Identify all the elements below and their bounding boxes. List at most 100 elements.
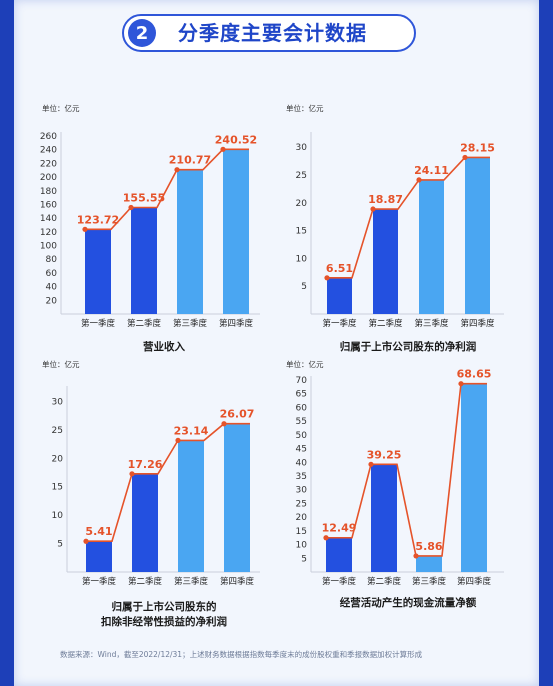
x-category-label: 第二季度 [127, 318, 162, 329]
y-tick-label: 40 [46, 283, 58, 293]
trend-point-3 [175, 437, 181, 443]
y-tick-label: 15 [52, 483, 63, 493]
trend-point-4 [221, 421, 227, 427]
bar-4 [223, 149, 249, 314]
x-category-label: 第四季度 [220, 576, 255, 587]
y-tick-label: 15 [296, 527, 307, 537]
data-label-3: 210.77 [169, 154, 211, 167]
bar-2 [131, 207, 157, 314]
data-label-1: 6.51 [326, 262, 353, 275]
y-tick-label: 50 [296, 431, 308, 441]
unit-label: 单位：亿元 [286, 103, 324, 113]
trend-line [327, 156, 490, 279]
x-category-label: 第三季度 [414, 318, 449, 329]
y-tick-label: 240 [40, 146, 57, 156]
trend-point-2 [129, 471, 135, 477]
y-tick-label: 60 [296, 403, 308, 413]
bar-4 [461, 383, 487, 572]
data-label-4: 28.15 [460, 141, 495, 154]
bar-2 [373, 209, 398, 314]
trend-point-1 [323, 535, 329, 541]
bar-1 [85, 229, 111, 314]
unit-label: 单位：亿元 [42, 103, 80, 113]
y-tick-label: 20 [296, 199, 308, 209]
trend-line [86, 422, 250, 543]
x-category-label: 第四季度 [457, 576, 492, 587]
data-label-4: 26.07 [220, 408, 255, 421]
data-label-2: 39.25 [367, 448, 402, 461]
y-tick-label: 55 [296, 417, 307, 427]
y-tick-label: 30 [52, 397, 64, 407]
trend-point-3 [174, 167, 180, 173]
data-label-2: 18.87 [368, 193, 403, 206]
chart-title: 归属于上市公司股东的 [112, 600, 217, 613]
y-tick-label: 25 [296, 171, 307, 181]
chart-title: 营业收入 [143, 340, 185, 353]
x-category-label: 第二季度 [368, 318, 403, 329]
x-category-label: 第一季度 [322, 318, 357, 329]
data-label-2: 155.55 [123, 192, 165, 205]
y-tick-label: 10 [52, 511, 64, 521]
y-tick-label: 260 [40, 132, 57, 142]
y-tick-label: 120 [40, 228, 57, 238]
y-tick-label: 10 [296, 254, 308, 264]
bar-1 [326, 537, 352, 572]
y-tick-label: 20 [52, 454, 64, 464]
trend-point-4 [462, 154, 468, 161]
y-tick-label: 140 [40, 214, 57, 224]
chart-net-profit: 单位：亿元510152025306.5118.8724.1128.15第一季度第… [286, 103, 504, 353]
bar-3 [416, 555, 442, 572]
y-tick-label: 220 [40, 159, 57, 169]
bar-2 [371, 464, 397, 572]
x-category-label: 第三季度 [173, 318, 208, 329]
data-label-3: 23.14 [174, 424, 209, 437]
y-tick-label: 40 [296, 458, 308, 468]
x-category-label: 第二季度 [367, 576, 402, 587]
trend-point-4 [220, 146, 226, 152]
y-tick-label: 100 [40, 242, 57, 252]
x-category-label: 第三季度 [412, 576, 447, 587]
trend-point-3 [416, 177, 422, 183]
unit-label: 单位：亿元 [42, 359, 80, 369]
trend-point-4 [458, 381, 464, 387]
bar-1 [86, 541, 112, 572]
x-category-label: 第四季度 [460, 318, 495, 329]
chart-title: 扣除非经常性损益的净利润 [101, 615, 227, 628]
bar-1 [327, 277, 352, 314]
bar-3 [178, 440, 204, 572]
trend-line [326, 382, 487, 557]
y-tick-label: 20 [296, 513, 308, 523]
x-category-label: 第一季度 [322, 576, 357, 587]
y-tick-label: 180 [40, 187, 57, 197]
bar-2 [132, 473, 158, 572]
trend-point-1 [82, 226, 88, 232]
bar-3 [177, 169, 203, 314]
x-category-label: 第四季度 [219, 318, 254, 329]
data-label-3: 5.86 [415, 540, 442, 553]
data-source-footnote: 数据来源：Wind，截至2022/12/31；上述财务数据根据指数每季度末的成份… [60, 650, 423, 659]
y-tick-label: 30 [296, 486, 308, 496]
x-category-label: 第一季度 [82, 576, 117, 587]
y-tick-label: 10 [296, 541, 308, 551]
trend-point-1 [324, 275, 330, 281]
y-tick-label: 80 [46, 255, 58, 265]
y-tick-label: 30 [296, 143, 308, 153]
chart-net-profit-excl-nonrecurring: 单位：亿元510152025305.4117.2623.1426.07第一季度第… [42, 359, 260, 628]
chart-operating-cash-flow: 单位：亿元 5 10 15 20 25 30 35 40 45 50 55 60 65 70 12.49 39.… [286, 359, 504, 609]
x-category-label: 第二季度 [128, 576, 163, 587]
y-tick-label: 70 [296, 376, 308, 386]
y-tick-label: 60 [46, 269, 58, 279]
y-tick-label: 45 [296, 445, 307, 455]
y-tick-label: 160 [40, 200, 57, 210]
bar-4 [224, 423, 250, 572]
y-tick-label: 5 [301, 282, 307, 292]
y-tick-label: 65 [296, 390, 307, 400]
y-tick-label: 5 [301, 554, 307, 564]
y-tick-label: 25 [296, 499, 307, 509]
chart-revenue: 单位：亿元 20 40 60 80 100 120 140 160 180 200 220 240 260… [40, 103, 260, 353]
trend-line [85, 148, 249, 231]
y-tick-label: 35 [296, 472, 307, 482]
trend-point-1 [83, 538, 89, 544]
y-tick-label: 20 [46, 296, 58, 306]
y-tick-label: 200 [40, 173, 57, 183]
